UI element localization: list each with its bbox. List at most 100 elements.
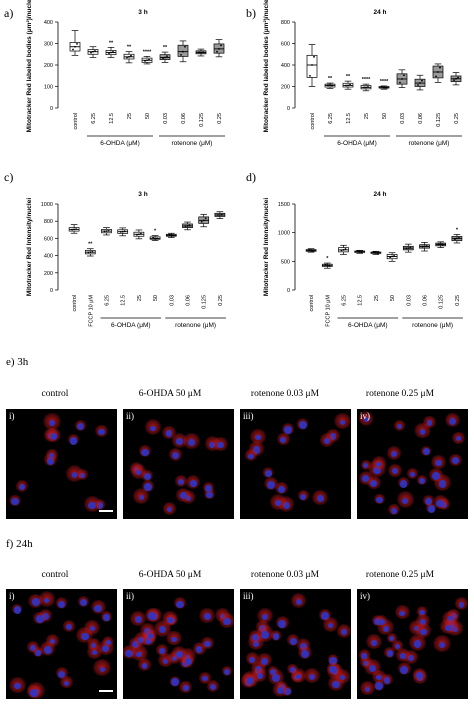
box-6	[402, 243, 414, 253]
data-point	[128, 55, 130, 58]
nucleus	[177, 479, 184, 486]
data-point	[168, 233, 171, 236]
data-point	[349, 83, 351, 86]
data-point	[144, 60, 146, 62]
data-point	[439, 66, 441, 69]
panel-label-c: c)	[4, 170, 14, 184]
nucleus	[402, 498, 409, 504]
x-tick-label: 0.03	[163, 113, 169, 124]
x-tick-label: 0.25	[218, 295, 224, 306]
nucleus	[295, 598, 302, 605]
data-point	[399, 81, 401, 84]
box-2: **	[105, 40, 117, 58]
nucleus	[438, 641, 446, 649]
col-head-f-2: rotenone 0.03 μM	[250, 570, 320, 580]
data-point	[154, 237, 157, 240]
col-head-e-2: rotenone 0.03 μM	[250, 389, 320, 399]
data-point	[188, 224, 191, 227]
data-point	[126, 56, 128, 59]
x-tick-label: 0.125	[439, 295, 445, 309]
data-point	[356, 250, 359, 252]
x-tick-label: 0.125	[199, 113, 205, 127]
significance-mark: *	[456, 227, 459, 233]
y-tick-label: 600	[281, 42, 290, 48]
section-label-e: e) 3h	[6, 356, 29, 368]
y-tick-label: 800	[44, 219, 53, 225]
nucleus	[248, 656, 256, 664]
data-point	[419, 82, 421, 84]
nucleus	[261, 631, 269, 639]
nucleus	[364, 686, 371, 693]
x-tick-label: 0.25	[454, 113, 460, 124]
data-point	[331, 84, 333, 87]
data-point	[437, 243, 440, 246]
y-axis-label: Mitotracker Red labeled bodies (μm²)/nuc…	[26, 0, 33, 132]
y-tick-label: 100	[44, 85, 53, 91]
data-point	[423, 245, 426, 248]
data-point	[170, 234, 173, 237]
scale-bar	[99, 690, 113, 692]
x-tick-label: control	[72, 295, 78, 312]
nucleus	[165, 430, 173, 437]
data-point	[344, 248, 347, 250]
nucleus	[422, 448, 430, 456]
box-5	[396, 69, 408, 88]
nucleus	[205, 484, 213, 492]
nucleus	[35, 650, 41, 656]
data-point	[91, 251, 94, 253]
chart-d-svg: 24 h 0 500 1000 1500 Mitotracker Red Intensit…	[263, 191, 463, 329]
data-point	[204, 217, 207, 220]
chart-panel-a: 3 h 0 100 200 300 400 Mitotracker Red labeled …	[0, 0, 237, 165]
box-6	[177, 40, 189, 63]
data-point	[363, 86, 365, 89]
nucleus	[19, 483, 26, 490]
nucleus	[339, 675, 345, 681]
box-5	[386, 252, 398, 262]
data-point	[347, 84, 349, 87]
data-point	[123, 230, 126, 233]
micro-roman-f-1: ii)	[126, 591, 134, 601]
data-point	[329, 84, 331, 87]
x-tick-label: control	[309, 295, 315, 312]
nucleus	[438, 480, 447, 488]
nucleus	[273, 633, 280, 640]
x-tick-label: 0.06	[186, 295, 192, 306]
data-point	[92, 50, 94, 53]
nucleus	[361, 653, 367, 659]
nucleus	[184, 658, 192, 666]
nucleus	[143, 472, 151, 481]
nucleus	[327, 623, 333, 629]
nucleus	[166, 507, 172, 513]
nucleus	[382, 625, 389, 632]
nucleus	[176, 438, 183, 446]
chart-c-svg: 3 h 0 200 400 600 800 1000 Mitotracker Red Inte…	[26, 191, 226, 329]
data-point	[458, 236, 460, 239]
col-head-f-1: 6-OHDA 50 μM	[138, 570, 202, 580]
box-9: *	[451, 227, 463, 244]
significance-mark: **	[346, 74, 351, 80]
nucleus	[426, 420, 433, 427]
nucleus	[375, 682, 383, 691]
nucleus	[267, 480, 275, 489]
data-point	[105, 230, 108, 232]
box-iqr	[306, 54, 318, 78]
nucleus	[391, 451, 398, 458]
data-point	[94, 50, 96, 52]
data-point	[309, 74, 311, 77]
nucleus	[172, 451, 180, 460]
box-6	[165, 232, 177, 238]
nucleus	[102, 645, 110, 653]
nucleus	[217, 442, 224, 449]
nucleus	[171, 636, 177, 643]
nucleus	[90, 642, 96, 648]
data-point	[219, 214, 221, 216]
nucleus	[298, 420, 307, 429]
y-tick-label: 500	[281, 259, 290, 265]
nucleus	[339, 420, 345, 426]
nucleus	[363, 463, 369, 469]
data-point	[200, 220, 203, 223]
data-point	[437, 71, 439, 73]
x-tick-label: 6.25	[91, 113, 97, 124]
nucleus	[432, 472, 441, 480]
nucleus	[391, 468, 399, 475]
